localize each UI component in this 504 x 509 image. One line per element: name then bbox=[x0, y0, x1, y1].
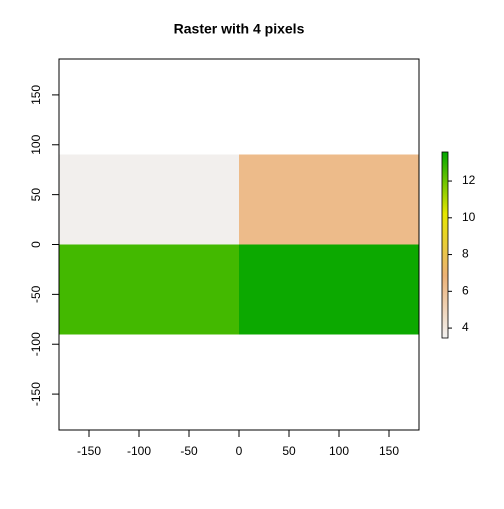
x-tick-label: -100 bbox=[127, 444, 151, 458]
chart-title: Raster with 4 pixels bbox=[174, 21, 305, 37]
raster-cell bbox=[239, 154, 419, 245]
y-tick-label: 150 bbox=[29, 85, 43, 105]
x-tick-label: 100 bbox=[329, 444, 349, 458]
colorbar-tick-label: 8 bbox=[462, 247, 469, 261]
colorbar-tick-label: 4 bbox=[462, 320, 469, 334]
y-tick-label: -50 bbox=[29, 285, 43, 303]
colorbar bbox=[441, 151, 449, 339]
raster-cell bbox=[59, 244, 239, 335]
raster-cell bbox=[59, 154, 239, 245]
y-tick-label: -100 bbox=[29, 332, 43, 356]
y-tick-label: -150 bbox=[29, 382, 43, 406]
colorbar-tick-label: 6 bbox=[462, 283, 469, 297]
raster-cell bbox=[239, 244, 419, 335]
x-tick-label: -150 bbox=[77, 444, 101, 458]
y-tick-label: 0 bbox=[29, 241, 43, 248]
x-tick-label: -50 bbox=[180, 444, 198, 458]
colorbar-tick-label: 10 bbox=[462, 210, 476, 224]
x-tick-label: 50 bbox=[282, 444, 296, 458]
x-tick-label: 0 bbox=[236, 444, 243, 458]
y-tick-label: 50 bbox=[29, 188, 43, 202]
y-tick-label: 100 bbox=[29, 134, 43, 154]
colorbar-tick-label: 12 bbox=[462, 173, 476, 187]
x-tick-label: 150 bbox=[379, 444, 399, 458]
